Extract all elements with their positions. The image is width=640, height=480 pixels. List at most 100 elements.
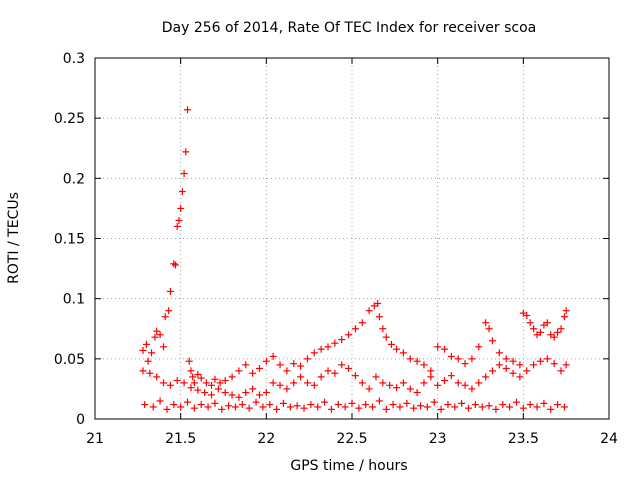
data-point [557, 367, 565, 375]
data-point [530, 361, 538, 369]
data-point [187, 367, 195, 375]
data-point [519, 404, 527, 412]
x-tick-label: 21.5 [165, 431, 196, 447]
data-point [369, 403, 377, 411]
data-point [495, 361, 503, 369]
data-point [216, 379, 224, 387]
data-point [142, 340, 150, 348]
data-point [379, 325, 387, 333]
data-point [454, 355, 462, 363]
data-point [177, 204, 185, 212]
chart-title: Day 256 of 2014, Rate Of TEC Index for r… [162, 20, 537, 36]
data-point [231, 403, 239, 411]
data-point [297, 373, 305, 381]
x-axis-title: GPS time / hours [290, 458, 407, 474]
data-point [468, 355, 476, 363]
x-tick-label: 21 [86, 431, 104, 447]
data-point [399, 349, 407, 357]
data-point [225, 402, 233, 410]
data-point [562, 307, 570, 315]
data-point [362, 401, 370, 409]
data-point [458, 399, 466, 407]
data-point [146, 369, 154, 377]
data-point [252, 398, 260, 406]
data-point [249, 385, 257, 393]
data-point [269, 379, 277, 387]
data-point [396, 403, 404, 411]
data-point [327, 405, 335, 413]
data-point [279, 399, 287, 407]
data-point [358, 319, 366, 327]
data-point [488, 337, 496, 345]
data-point [468, 385, 476, 393]
data-point [221, 389, 229, 397]
data-point [403, 399, 411, 407]
data-point [502, 364, 510, 372]
data-point [410, 404, 418, 412]
data-point [141, 401, 149, 409]
data-point [303, 355, 311, 363]
data-point [228, 373, 236, 381]
data-point [149, 403, 157, 411]
data-point [351, 372, 359, 380]
data-point [144, 357, 152, 365]
data-point [516, 361, 524, 369]
grid-layer [95, 58, 609, 419]
data-point [172, 261, 180, 269]
data-point [156, 397, 164, 405]
data-point [447, 352, 455, 360]
data-point [437, 405, 445, 413]
data-point [341, 403, 349, 411]
data-point [495, 349, 503, 357]
data-point [382, 333, 390, 341]
data-point [211, 399, 219, 407]
data-point [365, 385, 373, 393]
data-point [374, 299, 382, 307]
data-point [170, 401, 178, 409]
data-point [461, 381, 469, 389]
data-point [536, 357, 544, 365]
data-point [290, 360, 298, 368]
data-point [441, 376, 449, 384]
points-layer [139, 106, 570, 413]
data-point [530, 325, 538, 333]
data-point [139, 367, 147, 375]
data-point [208, 381, 216, 389]
data-point [509, 369, 517, 377]
y-tick-label: 0.2 [63, 171, 85, 187]
data-point [393, 345, 401, 353]
data-point [190, 404, 198, 412]
data-point [533, 403, 541, 411]
data-point [523, 367, 531, 375]
data-point [163, 405, 171, 413]
data-point [218, 405, 226, 413]
data-point [242, 389, 250, 397]
data-point [499, 401, 507, 409]
data-point [201, 389, 209, 397]
data-point [382, 405, 390, 413]
data-point [543, 319, 551, 327]
data-point [540, 399, 548, 407]
data-point [413, 389, 421, 397]
data-point [331, 339, 339, 347]
data-point [406, 355, 414, 363]
data-point [166, 287, 174, 295]
data-point [375, 313, 383, 321]
data-point [478, 403, 486, 411]
data-point [165, 307, 173, 315]
data-point [516, 373, 524, 381]
data-point [562, 361, 570, 369]
data-point [554, 401, 562, 409]
data-point [290, 379, 298, 387]
data-point [221, 376, 229, 384]
data-point [550, 360, 558, 368]
y-tick-label: 0.1 [63, 292, 85, 308]
data-point [441, 345, 449, 353]
data-point [560, 403, 568, 411]
data-point [417, 402, 425, 410]
data-point [427, 373, 435, 381]
data-point [184, 398, 192, 406]
data-point [197, 401, 205, 409]
data-point [321, 398, 329, 406]
